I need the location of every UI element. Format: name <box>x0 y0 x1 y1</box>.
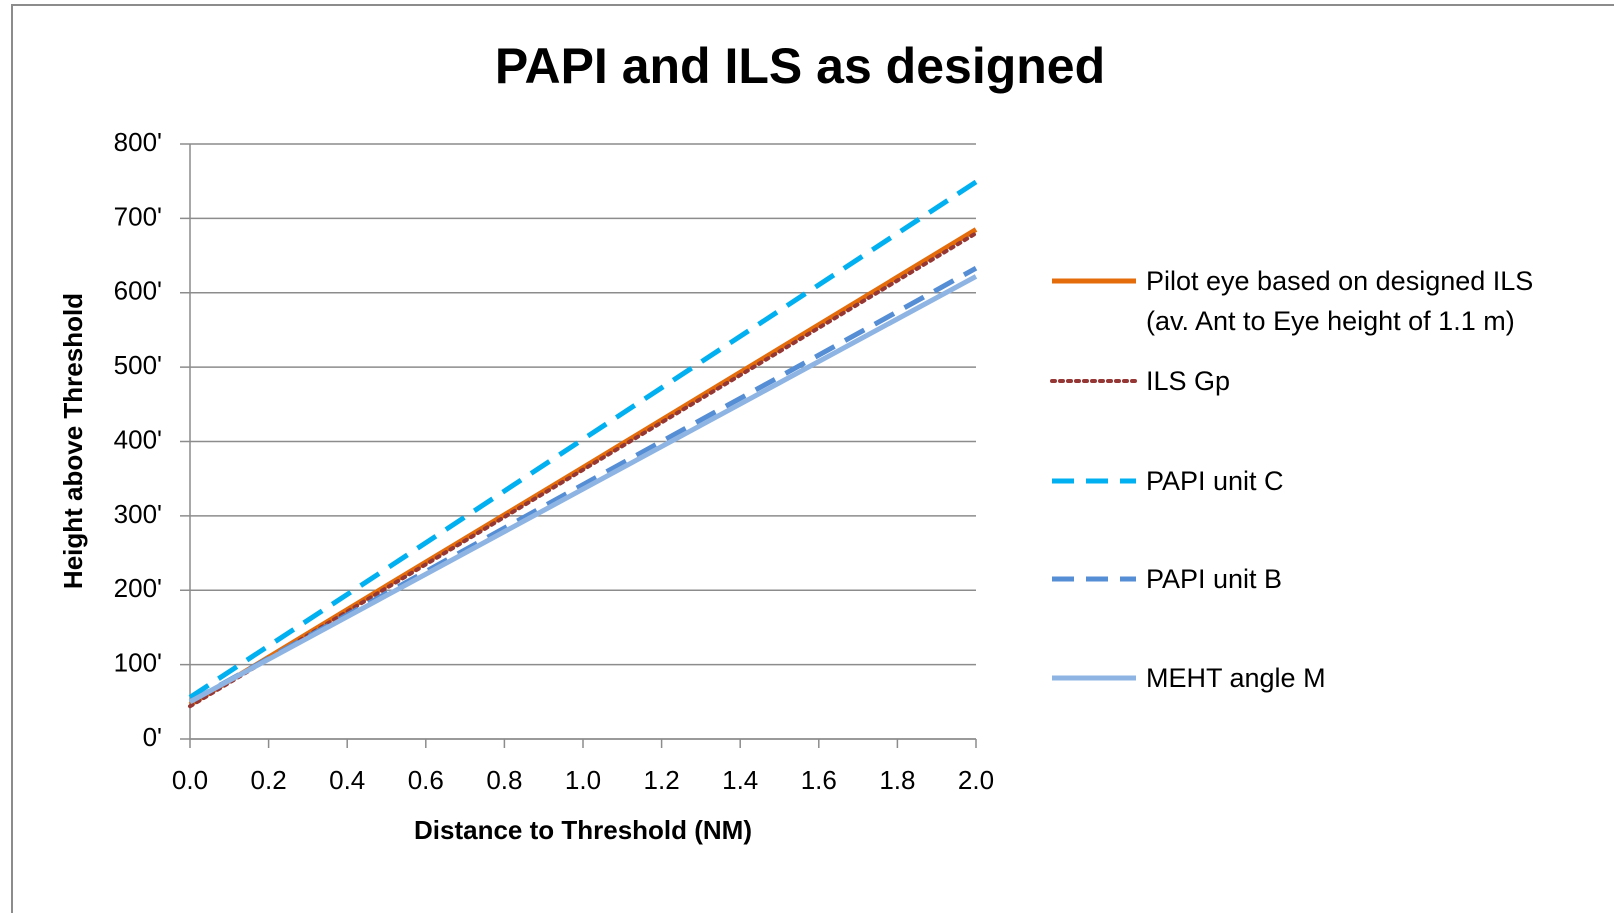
legend-swatch <box>1050 379 1138 383</box>
legend-label: ILS Gp <box>1146 366 1231 396</box>
legend-label: PAPI unit C <box>1146 466 1284 496</box>
chart-frame <box>11 4 1614 913</box>
data-line <box>188 274 978 705</box>
legend-label: Pilot eye based on designed ILS (av. Ant… <box>1146 266 1534 336</box>
legend-item: ILS Gp <box>1050 361 1610 401</box>
legend-swatch <box>1052 576 1136 582</box>
y-tick-label: 0' <box>143 722 162 752</box>
x-tick-label: 0.2 <box>251 765 287 795</box>
chart-title: PAPI and ILS as designed <box>495 38 1105 94</box>
legend-item: PAPI unit C <box>1050 461 1610 501</box>
legend-swatch <box>1052 675 1136 681</box>
data-line <box>188 179 978 700</box>
x-axis-label: Distance to Threshold (NM) <box>414 815 752 845</box>
y-tick-label: 400' <box>114 424 162 454</box>
x-tick-label: 1.2 <box>644 765 680 795</box>
x-tick-label: 1.0 <box>565 765 601 795</box>
x-tick-label: 1.4 <box>722 765 758 795</box>
y-tick-label: 100' <box>114 648 162 678</box>
y-tick-label: 300' <box>114 499 162 529</box>
y-axis-label: Height above Threshold <box>58 293 88 589</box>
legend-swatch <box>1052 478 1136 484</box>
y-tick-label: 200' <box>114 573 162 603</box>
legend-label: MEHT angle M <box>1146 663 1326 693</box>
y-tick-label: 600' <box>114 276 162 306</box>
legend-item: MEHT angle M <box>1050 658 1610 698</box>
legend-swatch <box>1052 278 1136 284</box>
legend-label: PAPI unit B <box>1146 564 1283 594</box>
x-tick-label: 0.8 <box>486 765 522 795</box>
y-tick-label: 700' <box>114 201 162 231</box>
x-tick-label: 0.4 <box>329 765 365 795</box>
legend-item: Pilot eye based on designed ILS (av. Ant… <box>1050 261 1610 341</box>
y-tick-label: 500' <box>114 350 162 380</box>
x-tick-label: 1.8 <box>879 765 915 795</box>
y-tick-label: 800' <box>114 127 162 157</box>
x-tick-label: 2.0 <box>958 765 994 795</box>
x-tick-label: 0.6 <box>408 765 444 795</box>
x-tick-label: 0.0 <box>172 765 208 795</box>
legend-item: PAPI unit B <box>1050 559 1610 599</box>
x-tick-label: 1.6 <box>801 765 837 795</box>
